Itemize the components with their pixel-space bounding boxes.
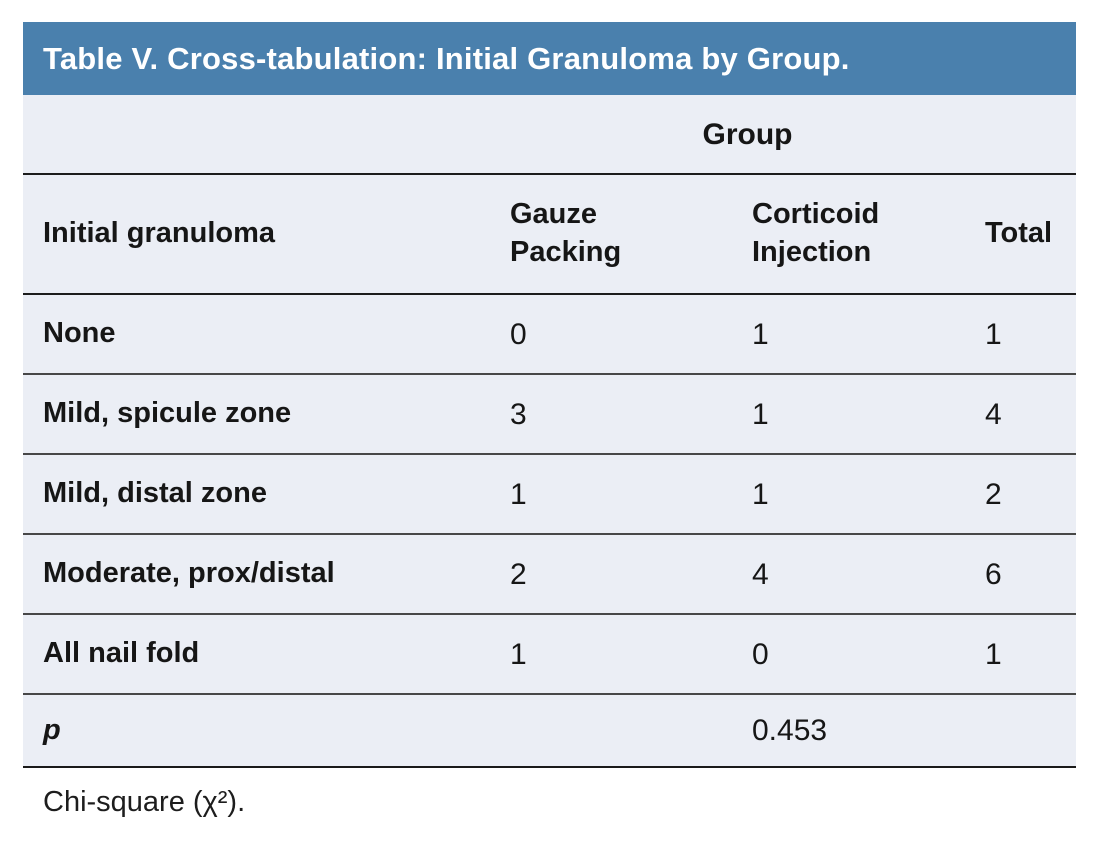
table-row-mild-distal-zone: Mild, distal zone 1 1 2 xyxy=(23,453,1076,533)
cell-corticoid: 0 xyxy=(752,637,769,671)
cell-gauze: 3 xyxy=(510,397,527,431)
cell-gauze: 2 xyxy=(510,557,527,591)
column-header-gauze-packing: Gauze Packing xyxy=(510,198,622,268)
row-label: Moderate, prox/distal xyxy=(43,557,335,590)
cell-corticoid: 1 xyxy=(752,317,769,351)
column-header-corticoid-injection: Corticoid Injection xyxy=(752,198,880,268)
table-title-bar: Table V. Cross-tabulation: Initial Granu… xyxy=(23,22,1076,95)
group-header-row: Group xyxy=(23,95,1076,173)
row-label: Mild, spicule zone xyxy=(43,397,292,430)
table-card: Table V. Cross-tabulation: Initial Granu… xyxy=(23,22,1076,768)
cell-gauze: 1 xyxy=(510,637,527,671)
cell-corticoid: 1 xyxy=(752,477,769,511)
table-title: Table V. Cross-tabulation: Initial Granu… xyxy=(43,40,850,76)
table-row-all-nail-fold: All nail fold 1 0 1 xyxy=(23,613,1076,693)
column-header-row: Initial granuloma Gauze Packing Corticoi… xyxy=(23,173,1076,293)
row-label: None xyxy=(43,317,116,350)
row-label: Mild, distal zone xyxy=(43,477,267,510)
table-row-moderate-prox-distal: Moderate, prox/distal 2 4 6 xyxy=(23,533,1076,613)
cell-total: 6 xyxy=(985,557,1002,591)
p-label: p xyxy=(43,713,61,746)
row-label: All nail fold xyxy=(43,637,200,670)
group-header: Group xyxy=(702,117,793,151)
cell-total: 4 xyxy=(985,397,1002,431)
cell-total: 1 xyxy=(985,317,1002,351)
cell-corticoid: 4 xyxy=(752,557,769,591)
cell-total: 2 xyxy=(985,477,1002,511)
table-row-p-value: p 0.453 xyxy=(23,693,1076,766)
cell-corticoid: 1 xyxy=(752,397,769,431)
table-row-none: None 0 1 1 xyxy=(23,293,1076,373)
table-footnote: Chi-square (χ²). xyxy=(43,786,246,818)
column-header-total: Total xyxy=(985,217,1053,250)
table-row-mild-spicule-zone: Mild, spicule zone 3 1 4 xyxy=(23,373,1076,453)
cell-total: 1 xyxy=(985,637,1002,671)
cell-gauze: 1 xyxy=(510,477,527,511)
p-value: 0.453 xyxy=(752,714,828,747)
cell-gauze: 0 xyxy=(510,317,527,351)
column-header-initial-granuloma: Initial granuloma xyxy=(43,217,276,250)
